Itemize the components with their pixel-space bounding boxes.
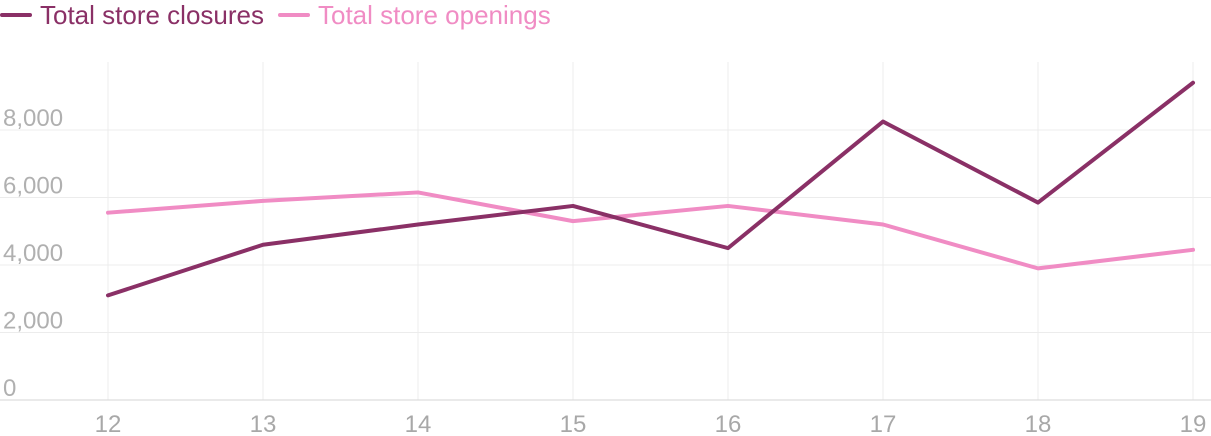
x-tick-label: 18 bbox=[1025, 411, 1052, 436]
x-tick-label: 15 bbox=[560, 411, 587, 436]
x-tick-label: 13 bbox=[250, 411, 277, 436]
legend-swatch-openings bbox=[277, 13, 310, 17]
x-tick-label: 14 bbox=[405, 411, 432, 436]
series-lines bbox=[106, 80, 1195, 298]
y-tick-label: 0 bbox=[3, 375, 16, 402]
y-tick-label: 4,000 bbox=[3, 240, 63, 267]
x-axis-ticks: 12 13 14 15 16 17 18 19 bbox=[95, 411, 1207, 436]
legend-item-closures[interactable]: Total store closures bbox=[0, 0, 264, 31]
x-tick-label: 12 bbox=[95, 411, 122, 436]
x-tick-label: 17 bbox=[870, 411, 897, 436]
legend-item-openings[interactable]: Total store openings bbox=[277, 0, 551, 31]
y-axis-ticks: 0 2,000 4,000 6,000 8,000 bbox=[3, 105, 63, 402]
y-tick-label: 8,000 bbox=[3, 105, 63, 132]
chart-legend: Total store closures Total store opening… bbox=[0, 0, 551, 30]
grid-lines bbox=[0, 62, 1211, 400]
y-tick-label: 2,000 bbox=[3, 308, 63, 335]
y-tick-label: 6,000 bbox=[3, 173, 63, 200]
series-line-closures bbox=[106, 80, 1195, 298]
legend-label-openings: Total store openings bbox=[317, 0, 551, 30]
x-tick-label: 19 bbox=[1180, 411, 1207, 436]
legend-swatch-closures bbox=[0, 13, 32, 17]
x-tick-label: 16 bbox=[715, 411, 742, 436]
series-line-openings bbox=[106, 190, 1195, 271]
legend-label-closures: Total store closures bbox=[40, 0, 264, 30]
